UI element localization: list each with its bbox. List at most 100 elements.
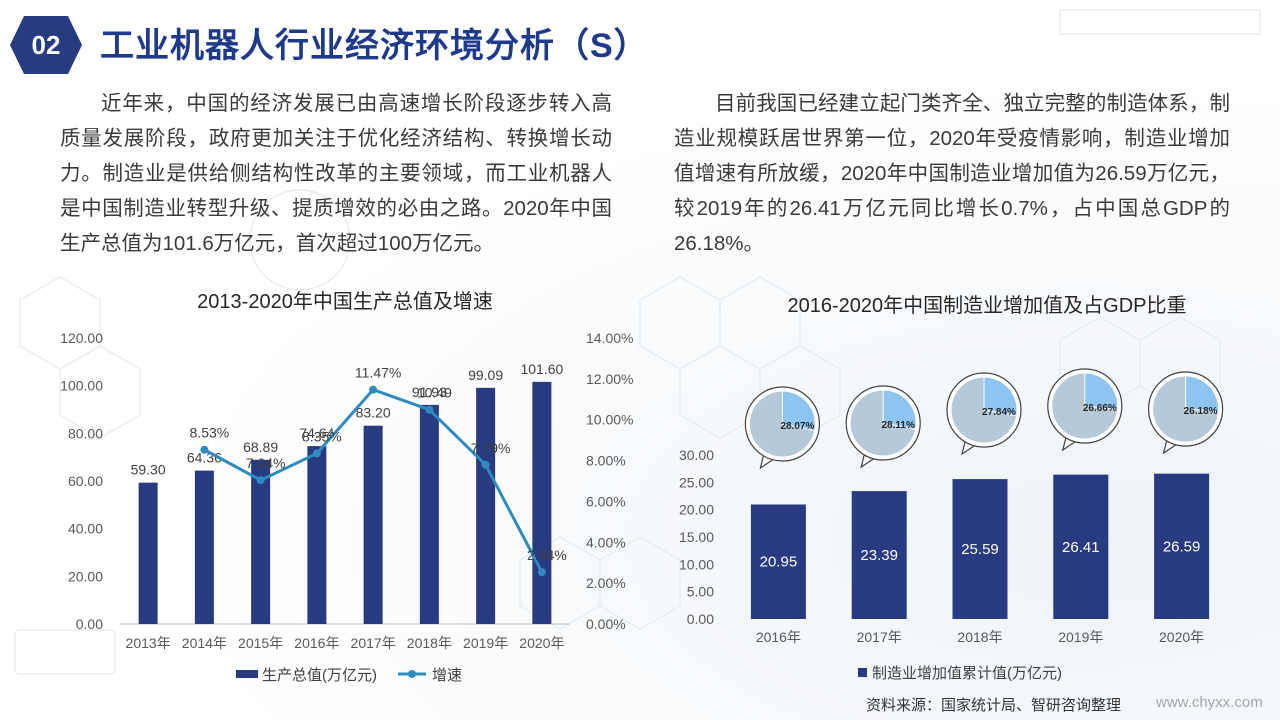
gdp-chart: 2013-2020年中国生产总值及增速 0.00 20.00 40.00 60.00 80… — [60, 290, 633, 684]
manufacturing-bar — [1053, 474, 1109, 619]
gdp-bar-label: 83.20 — [356, 405, 391, 421]
growth-point — [256, 476, 265, 485]
pie-gdp-share-slice — [983, 376, 1018, 417]
growth-point — [369, 385, 378, 394]
y-right-tick-label: 10.00% — [586, 412, 633, 428]
y-right-tick-label: 2.00% — [586, 575, 626, 591]
growth-label: 7.79% — [471, 440, 511, 456]
growth-label: 7.04% — [246, 455, 286, 471]
y-right-tick-label: 6.00% — [586, 493, 626, 509]
chart-title: 2013-2020年中国生产总值及增速 — [197, 290, 493, 313]
gdp-bar — [363, 425, 383, 624]
y-tick-label: 0.00 — [687, 611, 714, 627]
y-left-tick-label: 80.00 — [68, 425, 103, 441]
x-tick-label: 2014年 — [182, 635, 227, 651]
pie-gdp-share-label: 26.18% — [1184, 406, 1218, 417]
y-tick-label: 25.00 — [679, 474, 714, 490]
manufacturing-chart: 2016-2020年中国制造业增加值及占GDP比重 0.00 5.00 10.00 15… — [679, 294, 1224, 682]
gdp-bar — [476, 387, 496, 624]
legend-line-label: 增速 — [432, 667, 462, 684]
y-left-tick-label: 20.00 — [68, 568, 103, 584]
x-tick-label: 2020年 — [519, 635, 564, 651]
gdp-bar-label: 101.60 — [520, 361, 563, 377]
growth-point — [537, 568, 546, 577]
y-left-tick-label: 120.00 — [60, 330, 103, 346]
x-tick-label: 2018年 — [957, 629, 1002, 645]
growth-point — [200, 445, 209, 454]
y-right-tick-label: 12.00% — [586, 371, 633, 387]
x-tick-label: 2019年 — [463, 635, 508, 651]
x-tick-label: 2017年 — [351, 635, 396, 651]
manufacturing-bar — [750, 504, 806, 619]
manufacturing-bar-label: 26.41 — [1062, 539, 1100, 556]
x-tick-label: 2020年 — [1159, 629, 1204, 645]
section-badge-shape — [10, 16, 82, 74]
gdp-bar — [251, 459, 271, 624]
manufacturing-bar-label: 26.59 — [1163, 538, 1201, 555]
gdp-bar — [419, 404, 439, 624]
x-tick-label: 2013年 — [126, 635, 171, 651]
gdp-bar-label: 59.30 — [131, 462, 166, 478]
gdp-bar — [532, 381, 552, 624]
gdp-bar-label: 68.89 — [243, 439, 278, 455]
manufacturing-bar — [851, 491, 907, 619]
y-tick-label: 20.00 — [679, 502, 714, 518]
website-watermark: www.chyxx.com — [1156, 694, 1263, 711]
growth-label: 8.35% — [302, 428, 342, 444]
y-tick-label: 10.00 — [679, 556, 714, 572]
growth-label: 10.49 — [417, 385, 452, 401]
y-left-tick-label: 40.00 — [68, 521, 103, 537]
y-left-tick-label: 60.00 — [68, 473, 103, 489]
pie-gdp-share-slice — [1185, 375, 1220, 412]
y-tick-label: 5.00 — [687, 584, 714, 600]
growth-label: 8.53% — [190, 425, 230, 441]
pie-gdp-share-slice — [882, 389, 917, 430]
gdp-bar-label: 99.09 — [468, 367, 503, 383]
growth-label: 11.47% — [355, 365, 401, 381]
gdp-bar-label: 91.93 — [412, 384, 447, 400]
legend-bar-label: 生产总值(万亿元) — [262, 667, 377, 684]
y-right-tick-label: 0.00% — [586, 616, 626, 632]
y-tick-label: 15.00 — [679, 529, 714, 545]
manufacturing-bar-label: 25.59 — [961, 541, 999, 558]
pie-gdp-share-label: 28.11% — [882, 420, 915, 431]
pie-gdp-share-label: 28.07% — [780, 421, 814, 432]
manufacturing-bar — [1154, 473, 1210, 619]
source-note: 资料来源：国家统计局、智研咨询整理 — [866, 697, 1122, 714]
page-title: 工业机器人行业经济环境分析（S） — [100, 27, 649, 65]
paragraph-left: 近年来，中国的经济发展已由高速增长阶段逐步转入高质量发展阶段，政府更加关注于优化… — [60, 92, 612, 255]
y-left-tick-label: 0.00 — [76, 616, 103, 632]
y-right-tick-label: 8.00% — [586, 453, 626, 469]
pie-gdp-share-slice — [781, 390, 816, 431]
y-left-tick-label: 100.00 — [60, 378, 103, 394]
legend-bar-swatch — [236, 670, 258, 678]
section-number: 02 — [31, 30, 61, 60]
pie-gdp-share-label: 26.66% — [1083, 403, 1117, 414]
manufacturing-bar — [952, 479, 1008, 619]
paragraph-right: 目前我国已经建立起门类齐全、独立完整的制造体系，制造业规模跃居世界第一位，202… — [674, 92, 1230, 255]
growth-point — [425, 405, 434, 414]
growth-point — [481, 460, 490, 469]
x-tick-label: 2015年 — [238, 635, 283, 651]
manufacturing-bar-label: 23.39 — [860, 547, 898, 564]
y-right-tick-label: 4.00% — [586, 534, 626, 550]
x-tick-label: 2017年 — [857, 629, 902, 645]
y-tick-label: 30.00 — [679, 447, 714, 463]
chart-title: 2016-2020年中国制造业增加值及占GDP比重 — [788, 294, 1187, 317]
gdp-bar — [307, 446, 327, 624]
gdp-bar — [194, 470, 214, 624]
pie-gdp-share-slice — [1084, 372, 1119, 410]
y-right-tick-label: 14.00% — [586, 330, 633, 346]
gdp-bar — [138, 482, 158, 624]
x-tick-label: 2016年 — [294, 635, 339, 651]
pie-gdp-share-label: 27.84% — [982, 407, 1016, 418]
x-tick-label: 2019年 — [1058, 629, 1103, 645]
manufacturing-bar-label: 20.95 — [760, 554, 798, 571]
growth-label: 2.54% — [527, 547, 567, 563]
x-tick-label: 2018年 — [407, 635, 452, 651]
legend-line-marker — [408, 670, 416, 678]
growth-point — [312, 449, 321, 458]
legend-bar-label: 制造业增加值累计值(万亿元) — [872, 665, 1062, 682]
